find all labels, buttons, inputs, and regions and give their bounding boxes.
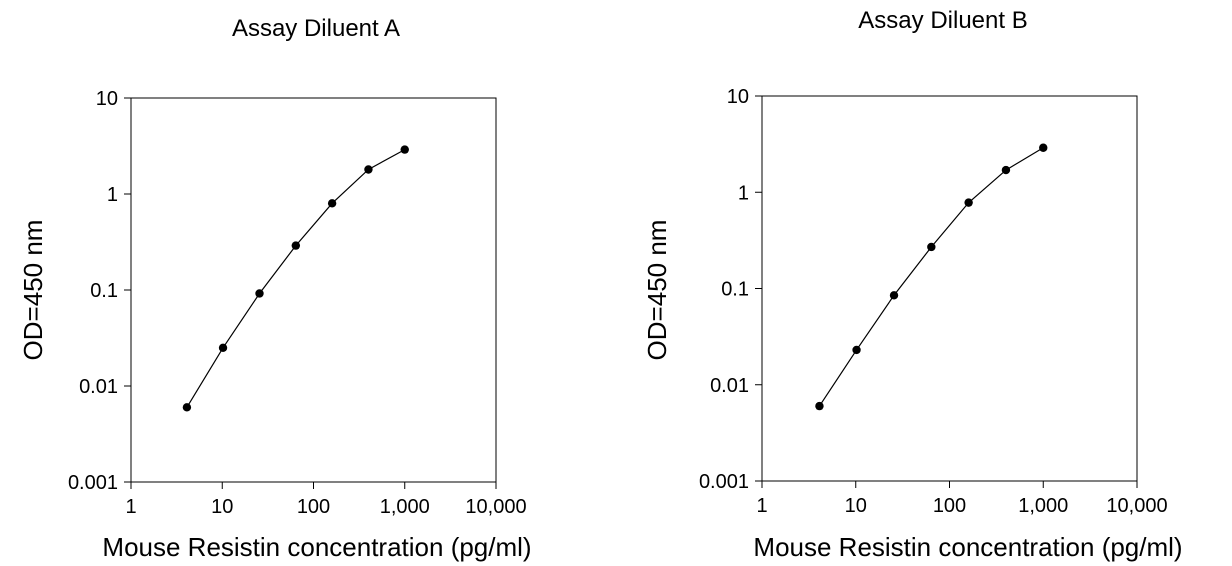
chart-a-data	[182, 145, 409, 412]
chart-a-xtick-label: 1,000	[380, 496, 430, 518]
chart-a-ytick-label: 10	[96, 88, 118, 110]
chart-b-xtick-label: 100	[933, 495, 966, 517]
chart-b-data-point	[815, 401, 824, 411]
chart-b-series-line	[818, 147, 1044, 407]
chart-a-data-point	[327, 199, 337, 208]
chart-b-ytick-label: 1	[738, 182, 749, 204]
chart-a-xtick-label: 1	[125, 496, 136, 518]
chart-a-data-point	[364, 165, 373, 174]
chart-a-xtick-label: 100	[297, 496, 330, 518]
chart-b-data-point	[852, 345, 861, 355]
chart-b-ytick-label: 0.1	[721, 279, 749, 301]
chart-b-data-point	[927, 242, 936, 252]
chart-b-xtick-label: 1,000	[1018, 495, 1068, 517]
chart-b-title: Assay Diluent B	[858, 7, 1027, 34]
chart-panel-a: Assay Diluent A 1 10 100 1,000 10,000 0.001 0.…	[18, 15, 532, 562]
chart-a-title: Assay Diluent A	[232, 15, 400, 42]
chart-a-ytick-label: 0.01	[79, 376, 118, 398]
chart-a-xtick-label: 10,000	[465, 496, 526, 518]
chart-b-ticks: 1 10 100 1,000 10,000 0.001 0.01 0.1 1 10	[699, 86, 1168, 517]
chart-b-ytick-label: 0.01	[710, 375, 749, 397]
chart-a-series-line	[186, 149, 406, 408]
chart-b-data-point	[1001, 165, 1011, 175]
chart-a-data-point	[218, 343, 228, 352]
chart-a-xtick-label: 10	[211, 496, 233, 518]
chart-b-data	[815, 143, 1048, 411]
chart-b-xtick-label: 1	[756, 495, 767, 517]
chart-a-ylabel: OD=450 nm	[18, 220, 48, 361]
chart-panel-b: Assay Diluent B 1 10 100 1,000 10,000 0.001 0.…	[642, 7, 1183, 562]
chart-a-data-point	[291, 241, 301, 250]
chart-b-ytick-label: 10	[727, 86, 749, 108]
chart-a-data-point	[255, 289, 264, 298]
chart-a-ytick-label: 0.001	[68, 472, 118, 494]
chart-b-data-point	[964, 198, 973, 207]
chart-b-ytick-label: 0.001	[699, 471, 749, 493]
chart-a-data-point	[182, 403, 192, 412]
chart-a-xlabel: Mouse Resistin concentration (pg/ml)	[102, 532, 531, 562]
chart-a-ticks: 1 10 100 1,000 10,000 0.001 0.01 0.1 1 10	[68, 88, 527, 518]
chart-b-plot-frame	[761, 95, 1138, 482]
chart-a-ytick-label: 0.1	[90, 280, 118, 302]
chart-a-ytick-label: 1	[107, 184, 118, 206]
chart-b-data-point	[889, 291, 899, 300]
chart-a-plot-frame	[130, 97, 497, 483]
chart-b-ylabel: OD=450 nm	[642, 220, 672, 361]
chart-b-xlabel: Mouse Resistin concentration (pg/ml)	[753, 532, 1182, 562]
chart-b-xtick-label: 10	[845, 495, 867, 517]
chart-a-data-point	[400, 145, 409, 154]
chart-b-data-point	[1039, 143, 1048, 152]
chart-b-xtick-label: 10,000	[1106, 495, 1167, 517]
